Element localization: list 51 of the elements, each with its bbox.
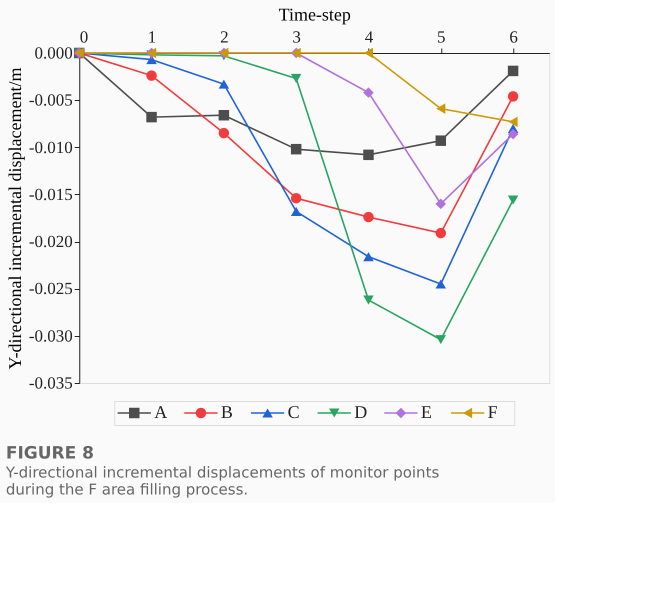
x-tick-label: 4 [364,28,374,46]
point [363,252,374,262]
y-axis-title: Y-directional incremental displacement/m [4,68,25,370]
x-tick-label: 2 [220,28,229,46]
point [218,128,230,138]
point [146,70,157,81]
text: FIGURE 8 [6,444,94,464]
legend-label: A [154,402,168,422]
point [508,66,518,76]
point [363,87,374,98]
point [436,279,446,289]
point [146,112,157,122]
point [508,128,518,140]
legend-label: E [420,402,432,422]
text: Y-directional incremental displacements of monitor points during the F area filling process. [4,464,440,498]
legend-label: B [220,402,233,422]
legend-label: C [288,402,300,422]
point [436,335,446,344]
point [290,74,302,83]
legend-label: D [354,402,368,422]
point [436,103,446,114]
point [508,91,518,102]
x-tick-label: 6 [509,28,518,46]
point [218,80,230,89]
y-tick-label: 0.000 [34,44,73,62]
point [436,198,446,210]
y-tick-label: -0.020 [28,232,73,252]
point [363,295,374,305]
x-axis-title: Time-step [278,4,351,24]
point [218,110,230,120]
y-tick-label: -0.025 [28,279,73,298]
point [508,116,518,128]
y-tick-label: -0.010 [28,138,73,157]
point [436,135,446,146]
point [363,150,374,160]
x-tick-label: 1 [148,28,156,46]
point [363,212,374,222]
point [436,228,446,238]
y-tick-label: -0.030 [28,326,73,346]
point [290,192,302,204]
y-tick-label: -0.015 [28,184,73,204]
x-tick-label: 5 [437,28,446,46]
x-tick-label: 0 [80,28,88,46]
point [290,144,302,154]
point [364,48,374,58]
point [508,196,518,205]
y-tick-label: -0.005 [28,90,73,110]
y-tick-label: -0.035 [28,374,73,392]
point [290,206,302,216]
legend-label: F [488,402,498,422]
x-tick-label: 3 [292,28,301,46]
